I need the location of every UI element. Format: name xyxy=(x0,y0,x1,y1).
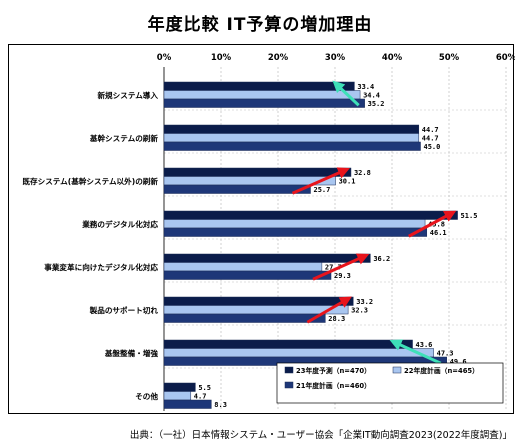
bar-fy22 xyxy=(163,219,426,229)
legend-box xyxy=(276,362,504,404)
legend-swatch-fy23 xyxy=(284,366,294,374)
x-tick-label: 50% xyxy=(439,53,460,63)
source-note: 出典：（一社）日本情報システム・ユーザー協会「企業IT動向調査2023(2022… xyxy=(129,430,512,441)
category-label: 製品のサポート切れ xyxy=(89,305,159,315)
value-label: 32.3 xyxy=(351,307,368,315)
x-tick-labels: 0% 10% 20% 30% 40% 50% 60% xyxy=(157,53,515,63)
chart-frame: 33.4 34.4 35.2 44.7 44.7 45.0 32.8 30.1 25.7 51.5… xyxy=(8,44,515,414)
bar-fy23 xyxy=(163,253,371,263)
value-label: 5.5 xyxy=(198,384,211,392)
bar-fy23 xyxy=(163,210,458,220)
bar-fy23 xyxy=(163,339,413,349)
value-label: 45.0 xyxy=(424,143,441,151)
legend-label-fy22: 22年度計画（n=465） xyxy=(404,366,479,375)
legend-label-fy23: 23年度予測（n=470） xyxy=(296,366,371,375)
category-labels: 新規システム導入基幹システムの刷新既存システム(基幹システム以外)の刷新業務のデ… xyxy=(22,90,158,401)
value-label: 49.6 xyxy=(450,358,467,366)
bar-fy23 xyxy=(163,81,355,91)
trend-arrow-up xyxy=(306,296,352,324)
bar-fy21 xyxy=(163,98,365,108)
trend-arrows xyxy=(291,80,457,365)
bar-fy21 xyxy=(163,313,326,323)
bar-fy21 xyxy=(163,141,421,151)
value-label: 25.7 xyxy=(313,186,330,194)
bar-fy22 xyxy=(163,348,434,358)
bar-fy22 xyxy=(163,305,349,315)
legend-label-fy21: 21年度計画（n=460） xyxy=(296,381,371,390)
value-label: 27.7 xyxy=(325,264,342,272)
trend-arrow-up xyxy=(312,253,370,281)
x-tick-label: 20% xyxy=(268,53,289,63)
bar-fy22 xyxy=(163,391,192,401)
category-label: 基幹システムの刷新 xyxy=(89,133,159,143)
x-tick-label: 60% xyxy=(496,53,515,63)
value-label: 51.5 xyxy=(461,212,478,220)
bar-fy21 xyxy=(163,227,428,237)
value-label: 44.7 xyxy=(422,135,439,143)
trend-arrow-down xyxy=(332,80,360,107)
category-label: 事業変革に向けたデジタル化対応 xyxy=(44,262,158,272)
value-label: 35.2 xyxy=(368,100,385,108)
bar-fy23 xyxy=(163,124,420,134)
value-label: 44.7 xyxy=(422,126,439,134)
bar-fy21 xyxy=(163,399,212,409)
x-tick-label: 40% xyxy=(382,53,403,63)
category-label: その他 xyxy=(135,391,158,401)
x-tick-label: 0% xyxy=(157,53,172,63)
bar-fy21 xyxy=(163,270,332,280)
x-tick-label: 10% xyxy=(211,53,232,63)
chart-title: 年度比較 IT予算の増加理由 xyxy=(147,15,373,35)
category-label: 業務のデジタル化対応 xyxy=(81,219,158,229)
legend-swatch-fy21 xyxy=(284,381,294,389)
value-label: 36.2 xyxy=(373,255,390,263)
value-label: 46.1 xyxy=(430,229,447,237)
bar-chart: 33.434.435.244.744.745.032.830.125.751.5… xyxy=(22,53,515,411)
bar-fy23 xyxy=(163,167,352,177)
bars xyxy=(163,81,458,409)
trend-arrow-up xyxy=(408,210,457,238)
bar-fy21 xyxy=(163,184,311,194)
x-tick-label: 30% xyxy=(325,53,346,63)
value-label: 33.4 xyxy=(357,83,374,91)
value-label: 32.8 xyxy=(354,169,371,177)
value-labels: 33.434.435.244.744.745.032.830.125.751.5… xyxy=(194,83,478,409)
value-label: 8.3 xyxy=(214,401,227,409)
category-label: 新規システム導入 xyxy=(97,90,158,100)
bar-fy22 xyxy=(163,262,323,272)
value-label: 28.3 xyxy=(328,315,345,323)
value-label: 47.3 xyxy=(437,350,454,358)
bar-fy23 xyxy=(163,296,354,306)
category-label: 既存システム(基幹システム以外)の刷新 xyxy=(22,176,158,186)
value-label: 43.6 xyxy=(416,341,433,349)
bar-fy22 xyxy=(163,176,336,186)
trend-arrow-down xyxy=(389,339,442,365)
legend: 23年度予測（n=470） 22年度計画（n=465） 21年度計画（n=460） xyxy=(276,362,504,404)
trend-arrow-up xyxy=(291,167,350,195)
legend-swatch-fy22 xyxy=(392,366,402,374)
value-label: 30.1 xyxy=(339,178,356,186)
value-label: 45.8 xyxy=(428,221,445,229)
bar-fy22 xyxy=(163,90,361,100)
bar-fy23 xyxy=(163,382,196,392)
value-label: 4.7 xyxy=(194,393,207,401)
value-label: 33.2 xyxy=(356,298,373,306)
bar-fy22 xyxy=(163,133,420,143)
value-label: 29.3 xyxy=(334,272,351,280)
value-label: 34.4 xyxy=(363,92,380,100)
category-label: 基盤整備・増強 xyxy=(104,348,159,358)
